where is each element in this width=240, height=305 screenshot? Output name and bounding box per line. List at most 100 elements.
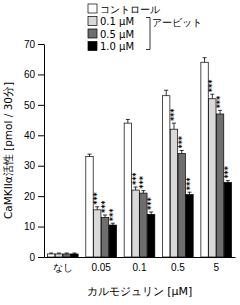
bar (170, 129, 177, 257)
error-bar (65, 253, 69, 255)
error-stem (135, 187, 136, 190)
y-tick-mark (38, 196, 44, 197)
bar (101, 217, 108, 257)
error-stem (97, 207, 98, 210)
x-axis-title: カルモジュリン [μM] (87, 285, 193, 298)
y-tick-label: 10 (24, 221, 36, 232)
error-cap (149, 211, 153, 212)
bar (94, 210, 101, 257)
error-bar (87, 154, 91, 156)
legend-label: 0.1 μM (100, 16, 134, 27)
error-bar (126, 119, 130, 123)
significance-label: *** (109, 208, 118, 221)
significance-label: *** (139, 175, 148, 188)
error-stem (173, 123, 174, 129)
bar (109, 225, 116, 257)
error-bar (218, 110, 222, 114)
legend-swatch (88, 17, 97, 26)
error-cap (87, 154, 91, 155)
error-bar (172, 123, 176, 129)
y-tick-label: 60 (24, 69, 36, 80)
error-bar (149, 212, 153, 214)
y-tick-mark (38, 257, 44, 258)
significance-label: *** (208, 79, 217, 92)
significance-label: *** (186, 177, 195, 190)
error-stem (212, 94, 213, 99)
error-stem (166, 90, 167, 95)
error-cap (188, 192, 192, 193)
x-tick: なし (53, 257, 73, 273)
plot: ************************************0102… (24, 39, 236, 273)
x-tick-label: 0.5 (171, 262, 185, 273)
legend: コントロール0.1 μM0.5 μM1.0 μMアービット (88, 4, 202, 53)
y-tick-mark (38, 44, 44, 45)
significance-label: *** (216, 95, 225, 108)
y-tick-mark (38, 74, 44, 75)
legend-bracket (146, 18, 150, 50)
y-tick: 40 (24, 130, 44, 141)
error-bar (49, 253, 53, 255)
x-tick: 5 (213, 257, 219, 273)
x-tick-label: 0.1 (133, 262, 147, 273)
error-cap (103, 215, 107, 216)
legend-label: 0.5 μM (100, 29, 134, 40)
y-tick-label: 70 (24, 39, 36, 50)
y-tick-mark (38, 105, 44, 106)
significance-label: *** (147, 197, 156, 210)
bar (86, 157, 93, 257)
bar (71, 254, 78, 257)
error-cap (111, 223, 115, 224)
x-tick-label: 0.05 (91, 262, 111, 273)
error-cap (180, 150, 184, 151)
bars (47, 58, 231, 257)
error-bar (226, 181, 230, 183)
bar (132, 190, 139, 257)
y-tick: 20 (24, 191, 44, 202)
error-cap (65, 253, 69, 254)
legend-label: 1.0 μM (100, 41, 134, 52)
error-bar (95, 207, 99, 210)
error-bar (180, 151, 184, 154)
error-cap (218, 110, 222, 111)
error-bar (141, 191, 145, 193)
y-tick: 70 (24, 39, 44, 50)
error-cap (134, 187, 138, 188)
x-tick-label: なし (53, 262, 73, 273)
error-bar (134, 187, 138, 190)
y-tick-label: 0 (29, 252, 35, 263)
bar (186, 195, 193, 257)
error-cap (95, 206, 99, 207)
legend-group-label: アービット (152, 17, 202, 28)
bar (147, 214, 154, 257)
y-tick-mark (38, 227, 44, 228)
x-axis: なし 0.05 0.1 0.5 5 (45, 257, 236, 273)
x-tick-label: 5 (213, 262, 219, 273)
error-cap (141, 190, 145, 191)
y-tick-mark (38, 135, 44, 136)
significance: ************************************ (93, 79, 233, 221)
error-cap (57, 253, 61, 254)
y-axis-line (44, 45, 45, 258)
legend-swatch (88, 4, 97, 13)
legend-swatch (88, 29, 97, 38)
error-bar (210, 94, 214, 99)
bar (209, 99, 216, 257)
error-cap (126, 119, 130, 120)
bar (124, 123, 131, 257)
y-tick-mark (38, 166, 44, 167)
bar (47, 254, 54, 257)
bar (55, 254, 62, 257)
significance-label: *** (170, 108, 179, 121)
x-axis-line (45, 257, 236, 258)
y-tick: 30 (24, 160, 44, 171)
error-bar (164, 90, 168, 95)
y-tick: 10 (24, 221, 44, 232)
bar (224, 182, 231, 257)
y-tick: 50 (24, 100, 44, 111)
y-tick-label: 20 (24, 191, 36, 202)
y-tick-label: 50 (24, 100, 36, 111)
y-tick: 0 (29, 252, 44, 263)
bar (216, 114, 223, 257)
error-cap (49, 253, 53, 254)
x-tick: 0.05 (91, 257, 111, 273)
